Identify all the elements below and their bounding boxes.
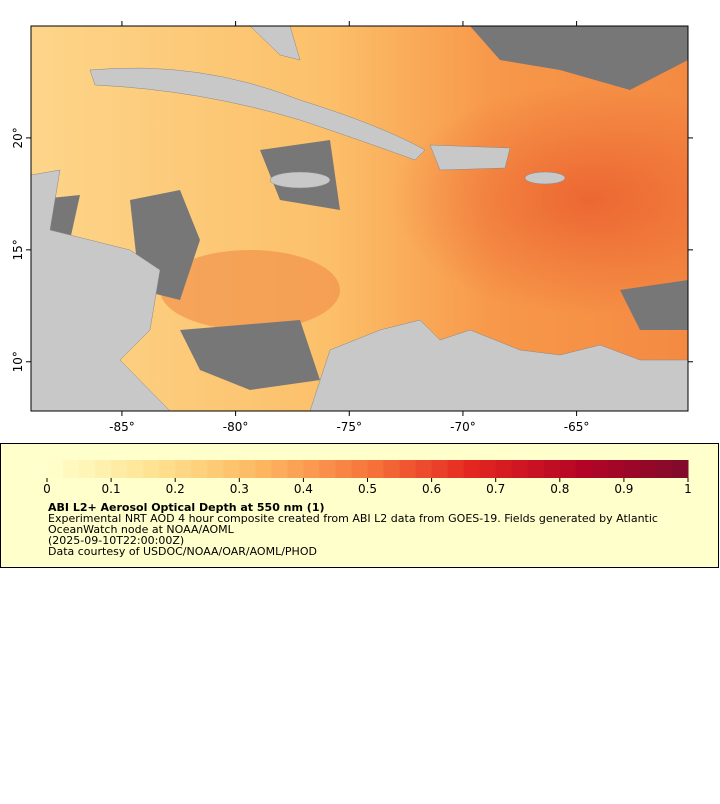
- colorbar-step: [351, 460, 368, 478]
- colorbar-step: [479, 460, 497, 478]
- colorbar-step: [111, 460, 128, 478]
- colorbar-step: [463, 460, 481, 478]
- colorbar-step: [527, 460, 545, 478]
- colorbar-step: [319, 460, 336, 478]
- colorbar-step: [127, 460, 144, 478]
- axes: -85° -80° -75° -70° -65° 10° 15° 20°: [11, 21, 693, 434]
- x-tick-label: -85°: [109, 420, 135, 434]
- colorbar-step: [143, 460, 160, 478]
- colorbar-step: [415, 460, 433, 478]
- colorbar-tick-label: 0.1: [102, 482, 121, 496]
- x-tick-label: -75°: [336, 420, 362, 434]
- colorbar-step: [511, 460, 529, 478]
- colorbar-tick-label: 0.2: [166, 482, 185, 496]
- colorbar-step: [623, 460, 641, 478]
- x-tick-label: -80°: [223, 420, 249, 434]
- legend-line: Data courtesy of USDOC/NOAA/OAR/AOML/PHO…: [48, 545, 317, 558]
- y-tick-label: 20°: [11, 127, 25, 148]
- colorbar-tick-label: 0.6: [422, 482, 441, 496]
- aod-high: [160, 250, 340, 330]
- colorbar-tick-label: 0.5: [358, 482, 377, 496]
- colorbar-step: [207, 460, 224, 478]
- colorbar-step: [287, 460, 304, 478]
- colorbar-tick-label: 0: [43, 482, 51, 496]
- map: [31, 26, 688, 411]
- colorbar-tick-label: 0.8: [550, 482, 569, 496]
- y-tick-label: 15°: [11, 239, 25, 260]
- legend-line: OceanWatch node at NOAA/AOML: [48, 523, 235, 536]
- map-frame: [30, 25, 689, 412]
- colorbar-step: [367, 460, 385, 478]
- colorbar-step: [431, 460, 449, 478]
- colorbar-step: [335, 460, 352, 478]
- colorbar-step: [671, 460, 689, 478]
- colorbar-tick-label: 0.3: [230, 482, 249, 496]
- colorbar-step: [655, 460, 673, 478]
- colorbar-step: [543, 460, 561, 478]
- colorbar-step: [159, 460, 176, 478]
- colorbar-step: [383, 460, 401, 478]
- colorbar-tick-label: 0.4: [294, 482, 313, 496]
- colorbar-step: [223, 460, 240, 478]
- land: [31, 26, 688, 411]
- colorbar-step: [175, 460, 192, 478]
- colorbar-step: [63, 460, 80, 478]
- legend-title: ABI L2+ Aerosol Optical Depth at 550 nm …: [48, 501, 325, 514]
- colorbar-step: [255, 460, 272, 478]
- colorbar-step: [239, 460, 256, 478]
- colorbar-tick-label: 1: [684, 482, 692, 496]
- colorbar-step: [495, 460, 513, 478]
- colorbar-step: [607, 460, 625, 478]
- colorbar: 0 0.1 0.2 0.3 0.4 0.5 0.6 0.7 0.8 0.9 1: [43, 460, 692, 496]
- legend-line: (2025-09-10T22:00:00Z): [48, 534, 184, 547]
- colorbar-step: [271, 460, 288, 478]
- colorbar-step: [591, 460, 609, 478]
- x-tick-label: -70°: [450, 420, 476, 434]
- colorbar-step: [79, 460, 96, 478]
- y-tick-label: 10°: [11, 351, 25, 372]
- colorbar-step: [639, 460, 657, 478]
- colorbar-step: [559, 460, 577, 478]
- colorbar-step: [303, 460, 320, 478]
- colorbar-tick-label: 0.9: [614, 482, 633, 496]
- x-tick-label: -65°: [564, 420, 590, 434]
- legend-line: Experimental NRT AOD 4 hour composite cr…: [48, 512, 658, 525]
- colorbar-step: [95, 460, 112, 478]
- colorbar-step: [191, 460, 208, 478]
- colorbar-step: [399, 460, 417, 478]
- colorbar-tick-label: 0.7: [486, 482, 505, 496]
- colorbar-step: [575, 460, 593, 478]
- colorbar-step: [47, 460, 64, 478]
- colorbar-step: [447, 460, 465, 478]
